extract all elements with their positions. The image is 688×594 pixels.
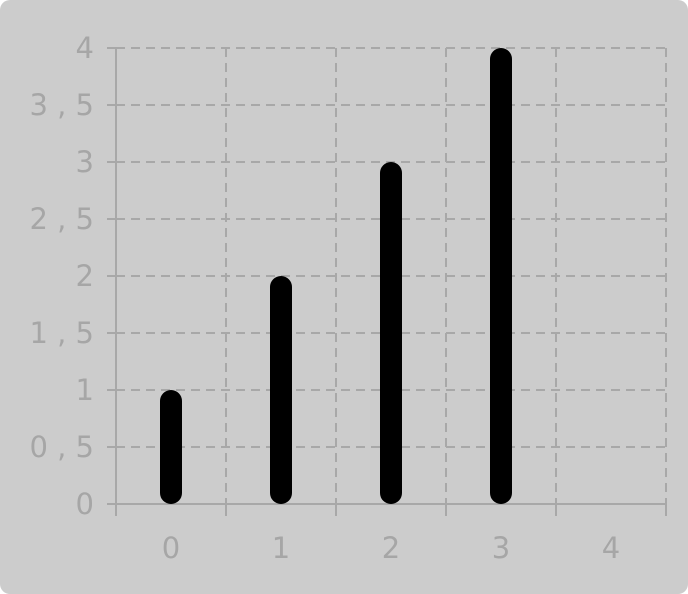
y-tick-label: 2 — [76, 259, 94, 293]
y-tick-label: 3 — [76, 145, 94, 179]
x-tick-label: 0 — [162, 531, 180, 565]
x-tick-label: 4 — [602, 531, 620, 565]
bars — [160, 48, 512, 504]
y-tick-label: 2 , 5 — [29, 202, 94, 236]
y-tick-label: 3 , 5 — [29, 88, 94, 122]
tick-labels: 0 0 , 5 1 1 , 5 2 2 , 5 3 3 , 5 4 0 1 2 3 4 — [29, 31, 620, 565]
x-tick-label: 3 — [492, 531, 510, 565]
x-tick-label: 1 — [272, 531, 290, 565]
x-tick-label: 2 — [382, 531, 400, 565]
y-tick-label: 4 — [76, 31, 94, 65]
y-tick-label: 1 , 5 — [29, 316, 94, 350]
y-tick-label: 0 , 5 — [29, 430, 94, 464]
y-tick-label: 0 — [76, 487, 94, 521]
y-tick-label: 1 — [76, 373, 94, 407]
